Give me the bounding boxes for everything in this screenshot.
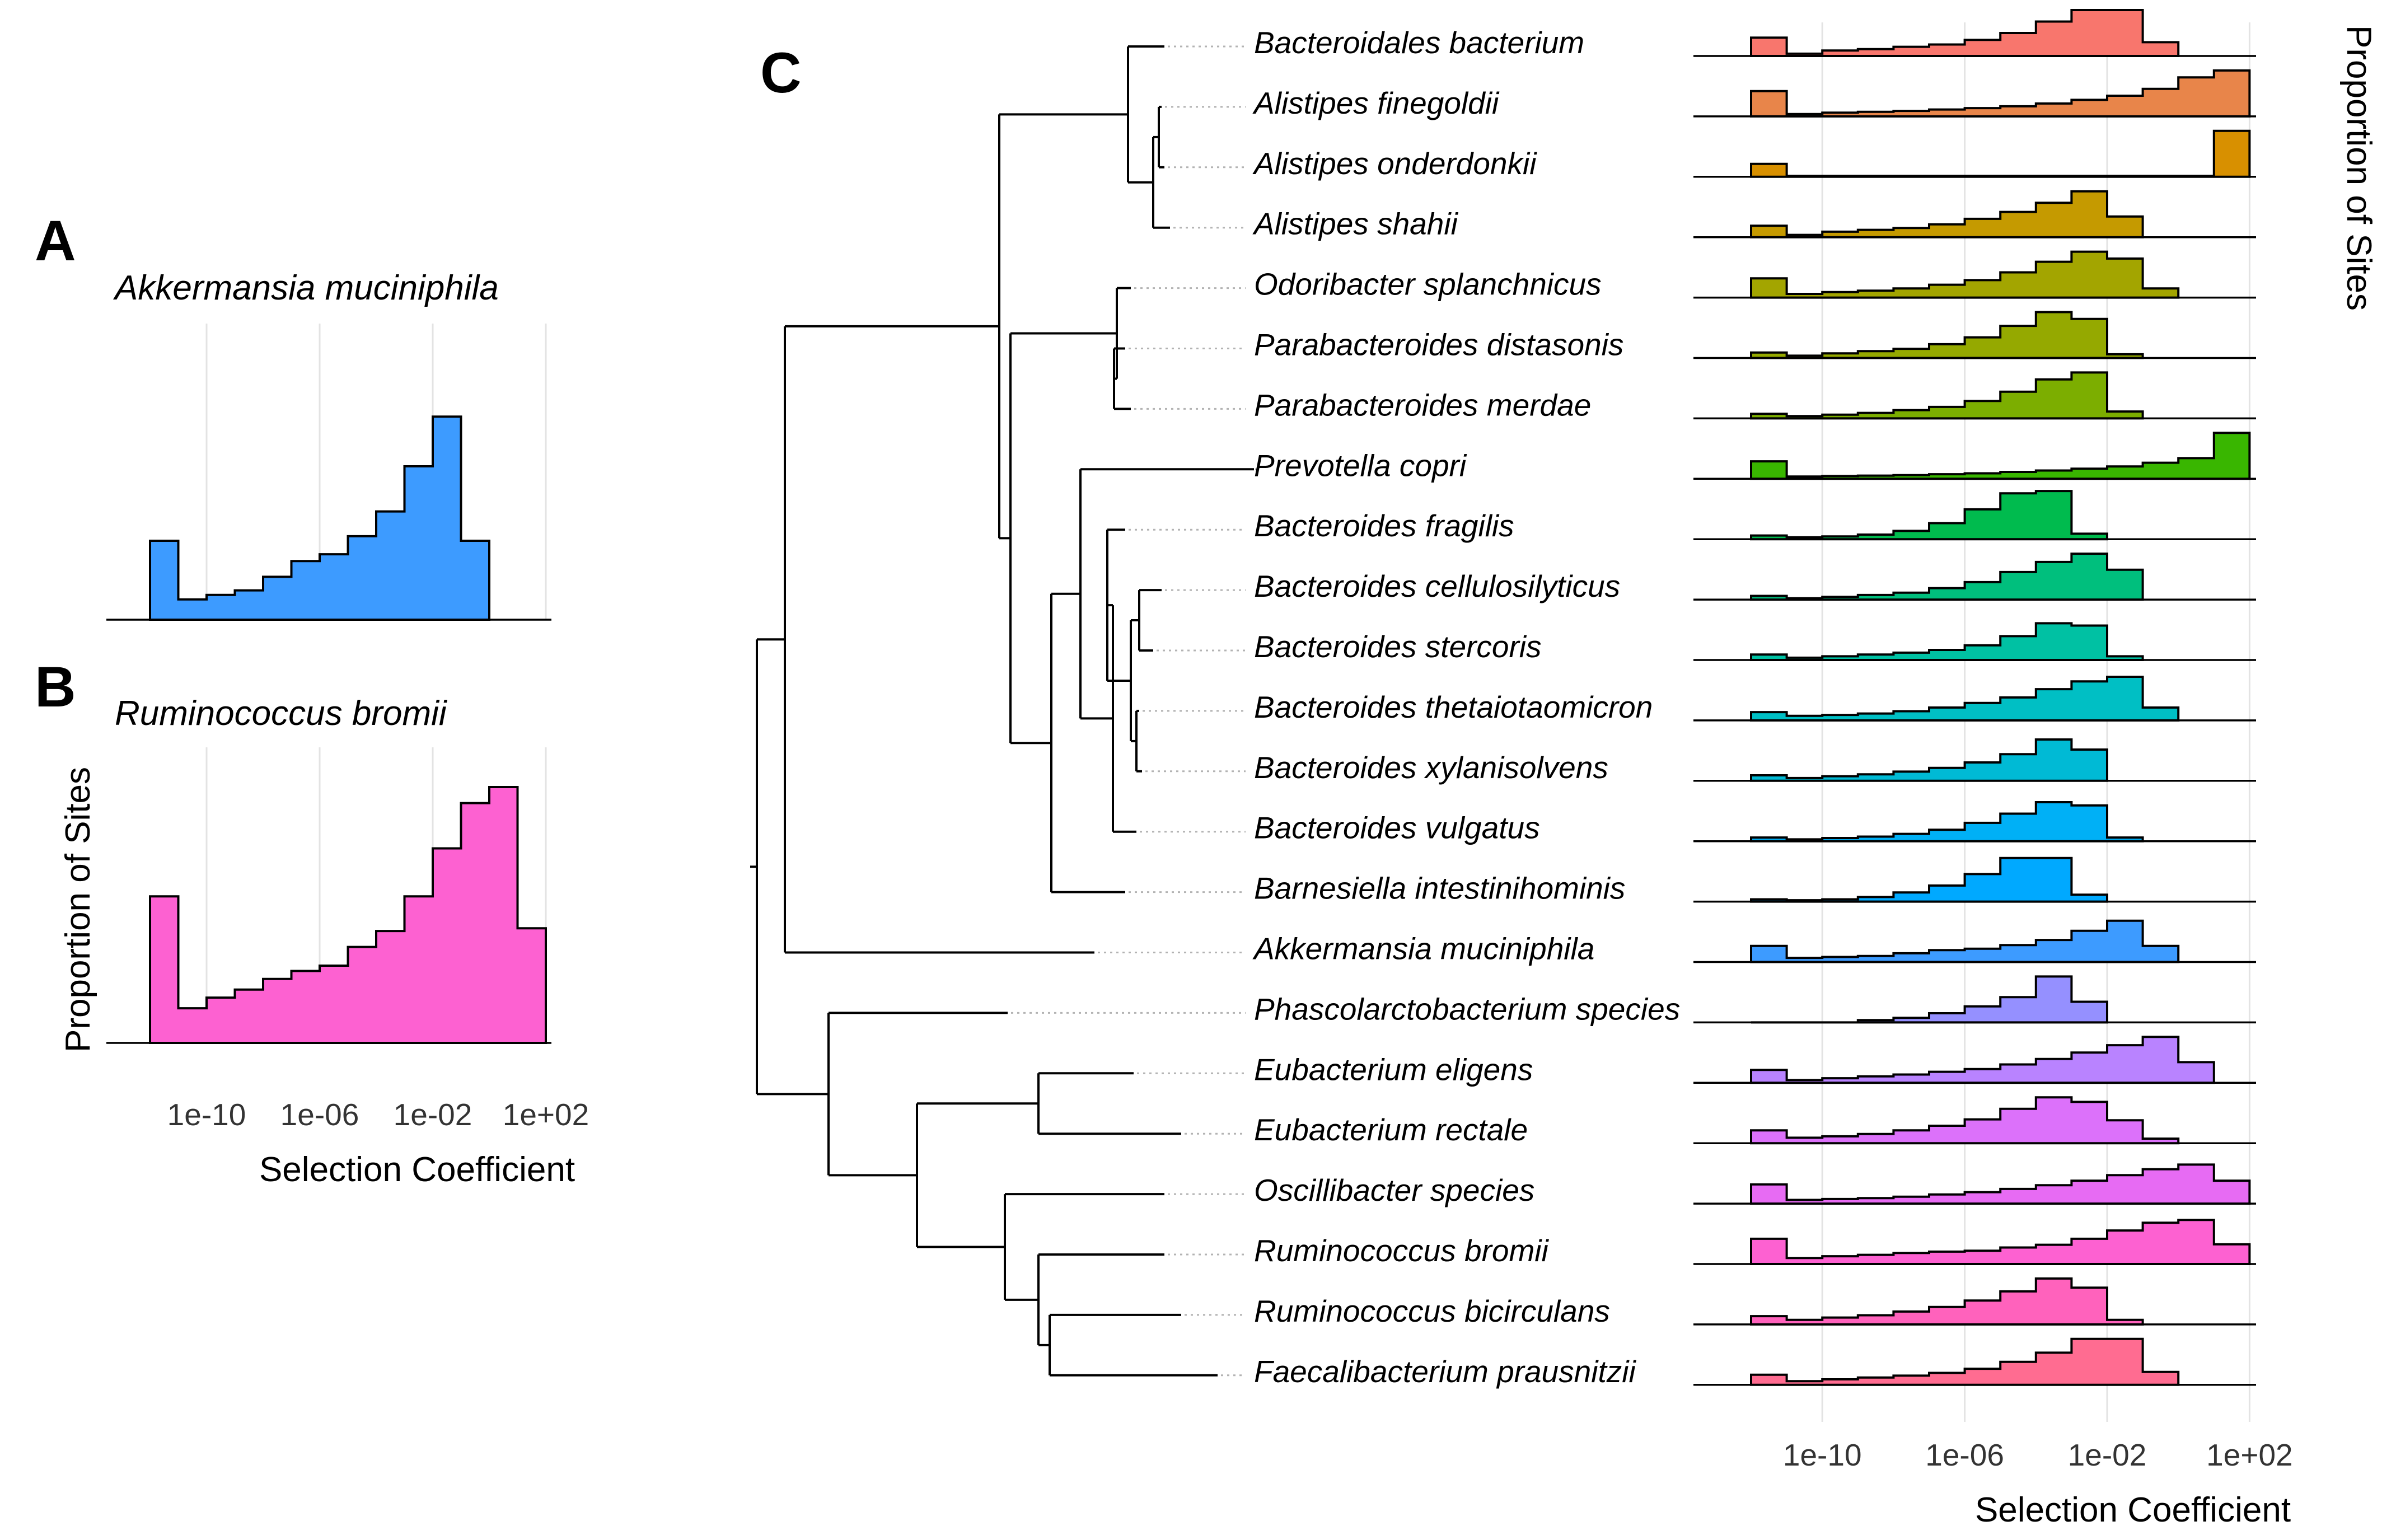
phylogenetic-tree <box>750 45 1254 1377</box>
tip-label-alistipes-onderdonkii: Alistipes onderdonkii <box>1252 146 1537 181</box>
panel-a-bars <box>106 415 551 621</box>
histogram-bacteroides-fragilis <box>1750 490 2108 541</box>
tip-label-bacteroides-thetaiotaomicron: Bacteroides thetaiotaomicron <box>1254 690 1653 724</box>
panel-b-y-axis-title: Proportion of Sites <box>59 767 97 1052</box>
tip-label-prevotella-copri: Prevotella copri <box>1254 448 1467 483</box>
tip-label-oscillibacter-species: Oscillibacter species <box>1254 1173 1534 1207</box>
panel-b-x-axis-title: Selection Coefficient <box>259 1150 575 1189</box>
panel-c-y-axis-title: Proportion of Sites <box>2339 25 2378 311</box>
panel-c-x-tick-1e+02: 1e+02 <box>2206 1438 2292 1472</box>
histogram-odoribacter-splanchnicus <box>1750 250 2180 299</box>
histogram-bacteroides-stercoris <box>1750 622 2144 661</box>
panel-b-title: Ruminococcus bromii <box>115 694 448 733</box>
histogram-eubacterium-eligens <box>1750 1036 2215 1084</box>
histogram-barnesiella-intestinihominis <box>1750 856 2108 903</box>
histogram-phascolarctobacterium-species <box>1751 975 2108 1024</box>
panel-c-x-axis-title: Selection Coefficient <box>1975 1491 2291 1529</box>
histogram-bacteroides-cellulosilyticus <box>1750 553 2144 601</box>
tip-label-bacteroides-stercoris: Bacteroides stercoris <box>1254 629 1542 664</box>
histogram-bacteroides-vulgatus <box>1750 801 2144 842</box>
tip-label-bacteroides-vulgatus: Bacteroides vulgatus <box>1254 811 1540 845</box>
tip-label-faecalibacterium-prausnitzii: Faecalibacterium prausnitzii <box>1254 1354 1636 1389</box>
histogram-bacteroides-xylanisolvens <box>1750 738 2108 782</box>
panel-c-histograms <box>1693 9 2256 1386</box>
histogram-oscillibacter-species <box>1750 1163 2251 1205</box>
panel-c-label-guides <box>1011 45 1257 1377</box>
panel-c-letter: C <box>760 41 802 105</box>
panel-b-histogram-area <box>149 786 547 1044</box>
histogram-parabacteroides-distasonis <box>1750 311 2144 359</box>
histogram-ruminococcus-bicirculans <box>1750 1277 2144 1326</box>
histogram-bacteroidales-bacterium <box>1750 9 2180 57</box>
panel-b-bars <box>106 786 551 1044</box>
tip-label-parabacteroides-merdae: Parabacteroides merdae <box>1254 387 1591 422</box>
tip-label-barnesiella-intestinihominis: Barnesiella intestinihominis <box>1254 871 1625 906</box>
panel-b-x-tick-1e-10: 1e-10 <box>167 1097 246 1132</box>
tip-label-bacteroides-fragilis: Bacteroides fragilis <box>1254 508 1514 543</box>
panel-b-letter: B <box>35 655 76 719</box>
panel-a-histogram-area <box>149 415 490 621</box>
tip-label-eubacterium-rectale: Eubacterium rectale <box>1254 1112 1528 1147</box>
histogram-faecalibacterium-prausnitzii <box>1750 1337 2180 1386</box>
panel-b-x-tick-1e-02: 1e-02 <box>394 1097 472 1132</box>
tip-label-bacteroidales-bacterium: Bacteroidales bacterium <box>1254 25 1584 60</box>
histogram-ruminococcus-bromii <box>1750 1219 2251 1265</box>
tip-label-bacteroides-xylanisolvens: Bacteroides xylanisolvens <box>1254 750 1608 785</box>
panel-b-x-ticks: 1e-10 1e-06 1e-02 1e+02 <box>167 1097 589 1132</box>
tip-label-ruminococcus-bromii: Ruminococcus bromii <box>1254 1233 1550 1268</box>
histogram-prevotella-copri <box>1750 432 2251 480</box>
tip-label-akkermansia-muciniphila: Akkermansia muciniphila <box>1252 932 1594 966</box>
panel-c-species-labels: Bacteroidales bacterium Alistipes finegol… <box>1252 25 1680 1389</box>
panel-c-x-tick-1e-02: 1e-02 <box>2068 1438 2147 1472</box>
histogram-alistipes-shahii <box>1750 190 2144 238</box>
panel-b-histogram: B Ruminococcus bromii 1e-10 1e-06 1e-02 1e+… <box>35 655 589 1189</box>
panel-a-letter: A <box>35 209 76 273</box>
panel-c-tree-histograms: C Bacteroidales bacterium Alistipes fineg… <box>750 9 2378 1529</box>
panel-b-x-tick-1e-06: 1e-06 <box>280 1097 359 1132</box>
panel-b-x-tick-1e+02: 1e+02 <box>503 1097 589 1132</box>
histogram-alistipes-finegoldii <box>1750 69 2251 118</box>
panel-a-title: Akkermansia muciniphila <box>113 269 499 307</box>
tip-label-phascolarctobacterium-species: Phascolarctobacterium species <box>1254 991 1680 1026</box>
histogram-akkermansia-muciniphila <box>1750 919 2180 963</box>
histogram-eubacterium-rectale <box>1750 1096 2180 1145</box>
panel-c-x-ticks: 1e-10 1e-06 1e-02 1e+02 <box>1783 1438 2293 1472</box>
tip-label-parabacteroides-distasonis: Parabacteroides distasonis <box>1254 327 1623 362</box>
tip-label-bacteroides-cellulosilyticus: Bacteroides cellulosilyticus <box>1254 569 1620 603</box>
tip-label-ruminococcus-bicirculans: Ruminococcus bicirculans <box>1254 1294 1610 1328</box>
histogram-alistipes-onderdonkii <box>1750 129 2251 178</box>
tip-label-odoribacter-splanchnicus: Odoribacter splanchnicus <box>1254 267 1602 302</box>
panel-c-x-tick-1e-10: 1e-10 <box>1783 1438 1862 1472</box>
histogram-bacteroides-thetaiotaomicron <box>1750 676 2180 722</box>
tip-label-alistipes-shahii: Alistipes shahii <box>1252 207 1459 241</box>
tip-label-eubacterium-eligens: Eubacterium eligens <box>1254 1052 1533 1087</box>
panel-a-histogram: A Akkermansia muciniphila <box>35 209 551 621</box>
panel-c-x-tick-1e-06: 1e-06 <box>1925 1438 2004 1472</box>
histogram-parabacteroides-merdae <box>1750 371 2144 420</box>
tip-label-alistipes-finegoldii: Alistipes finegoldii <box>1252 86 1500 120</box>
